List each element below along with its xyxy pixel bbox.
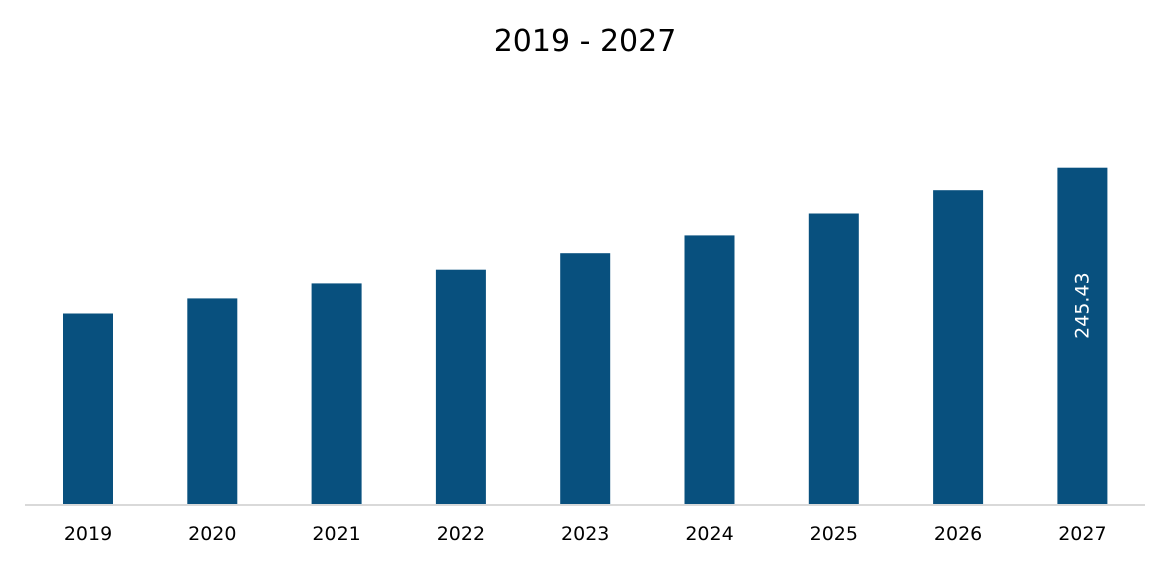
bar-2021 <box>311 283 362 504</box>
x-tick-label-2022: 2022 <box>437 523 485 545</box>
data-labels: 245.43 <box>1071 272 1093 338</box>
data-label-2027: 245.43 <box>1071 272 1093 338</box>
x-tick-label-2025: 2025 <box>810 523 858 545</box>
bar-2027 <box>1057 167 1108 504</box>
chart-title: 2019 - 2027 <box>494 24 677 59</box>
bar-2019 <box>63 313 113 504</box>
bars-group <box>63 167 1108 504</box>
x-tick-label-2026: 2026 <box>934 523 982 545</box>
bar-2024 <box>684 235 735 504</box>
x-tick-label-2020: 2020 <box>188 523 236 545</box>
x-tick-label-2019: 2019 <box>64 523 112 545</box>
x-tick-label-2023: 2023 <box>561 523 609 545</box>
bar-2020 <box>187 298 238 504</box>
bar-2025 <box>808 213 859 504</box>
bar-2023 <box>560 253 611 504</box>
bar-2026 <box>933 190 984 504</box>
x-tick-label-2027: 2027 <box>1058 523 1106 545</box>
bar-2022 <box>435 269 486 504</box>
x-tick-labels: 2019 2020 2021 2022 2023 2024 2025 2026 2027 <box>64 523 1107 545</box>
x-tick-label-2021: 2021 <box>312 523 360 545</box>
x-tick-label-2024: 2024 <box>685 523 733 545</box>
